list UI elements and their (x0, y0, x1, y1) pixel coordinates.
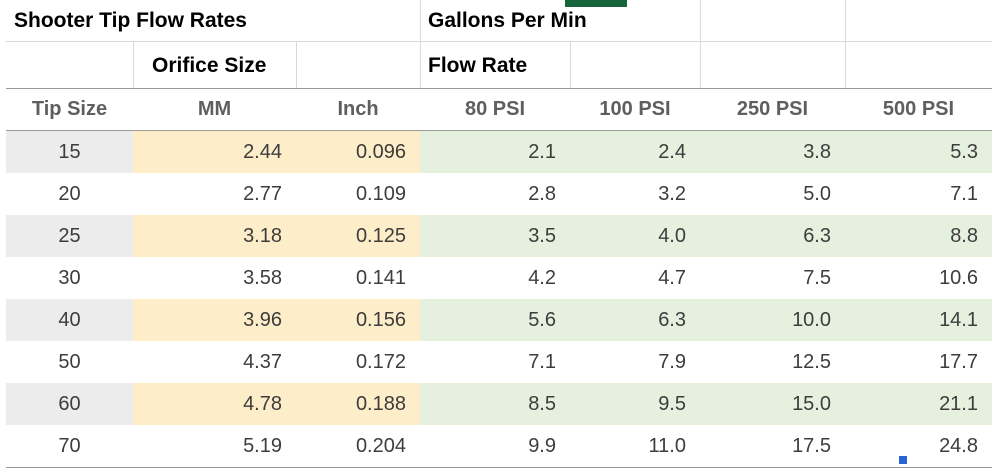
value-cell[interactable]: 7.5 (803, 267, 831, 289)
value-cell[interactable]: 2.77 (243, 183, 282, 205)
table-row: 50 4.37 0.172 7.1 7.9 12.5 17.7 (6, 341, 992, 383)
value-cell[interactable]: 4.78 (133, 383, 296, 425)
value-cell[interactable]: 3.58 (243, 267, 282, 289)
value-cell[interactable]: 21.1 (845, 383, 992, 425)
col-header-mm[interactable]: MM (197, 98, 232, 120)
value-cell[interactable]: 0.172 (355, 351, 406, 373)
value-cell[interactable]: 4.37 (243, 351, 282, 373)
value-cell[interactable]: 0.096 (296, 131, 420, 173)
col-header-100psi[interactable]: 100 PSI (599, 98, 671, 120)
value-cell[interactable]: 10.6 (939, 267, 978, 289)
value-cell[interactable]: 3.96 (133, 299, 296, 341)
gridline (6, 41, 992, 42)
value-cell[interactable]: 7.1 (528, 351, 556, 373)
value-cell[interactable]: 2.8 (528, 183, 556, 205)
gridline (296, 41, 297, 88)
value-cell[interactable]: 12.5 (792, 351, 831, 373)
gridline (570, 0, 571, 88)
value-cell[interactable]: 0.156 (296, 299, 420, 341)
tip-size-cell[interactable]: 50 (58, 351, 81, 373)
value-cell[interactable]: 11.0 (648, 435, 686, 457)
col-header-inch[interactable]: Inch (337, 98, 379, 120)
flow-rate-label[interactable]: Flow Rate (422, 43, 536, 88)
value-cell[interactable]: 2.1 (420, 131, 570, 173)
col-header-250psi[interactable]: 250 PSI (736, 98, 809, 120)
value-cell[interactable]: 0.141 (355, 267, 406, 289)
value-cell[interactable]: 7.1 (950, 183, 978, 205)
sheet-title[interactable]: Shooter Tip Flow Rates (8, 0, 255, 41)
table-row: 40 3.96 0.156 5.6 6.3 10.0 14.1 (6, 299, 992, 341)
table-body: 15 2.44 0.096 2.1 2.4 3.8 5.3 20 2.77 0.109 2.8 3.2… (6, 131, 992, 467)
orifice-size-label[interactable]: Orifice Size (146, 43, 275, 88)
value-cell[interactable]: 4.2 (528, 267, 556, 289)
gridline (700, 0, 701, 88)
value-cell[interactable]: 2.4 (570, 131, 700, 173)
value-cell[interactable]: 24.8 (939, 435, 978, 457)
value-cell[interactable]: 2.44 (133, 131, 296, 173)
table-row: 60 4.78 0.188 8.5 9.5 15.0 21.1 (6, 383, 992, 425)
col-header-80psi[interactable]: 80 PSI (464, 98, 526, 120)
tip-size-cell[interactable]: 40 (6, 299, 133, 341)
value-cell[interactable]: 15.0 (700, 383, 845, 425)
value-cell[interactable]: 4.7 (658, 267, 686, 289)
table-row: 15 2.44 0.096 2.1 2.4 3.8 5.3 (6, 131, 992, 173)
tip-size-cell[interactable]: 60 (6, 383, 133, 425)
value-cell[interactable]: 0.204 (355, 435, 406, 457)
value-cell[interactable]: 3.18 (133, 215, 296, 257)
gridline (420, 0, 421, 88)
col-header-500psi[interactable]: 500 PSI (882, 98, 955, 120)
table-row: 70 5.19 0.204 9.9 11.0 17.5 24.8 (6, 425, 992, 467)
tip-size-cell[interactable]: 20 (58, 183, 81, 205)
value-cell[interactable]: 8.8 (845, 215, 992, 257)
flow-rate-table: Tip Size MM Inch 80 PSI 100 PSI 250 PSI … (6, 88, 992, 468)
value-cell[interactable]: 5.3 (845, 131, 992, 173)
value-cell[interactable]: 17.5 (792, 435, 831, 457)
tip-size-cell[interactable]: 15 (6, 131, 133, 173)
tip-size-cell[interactable]: 30 (58, 267, 81, 289)
table-row: 30 3.58 0.141 4.2 4.7 7.5 10.6 (6, 257, 992, 299)
value-cell[interactable]: 10.0 (700, 299, 845, 341)
value-cell[interactable]: 0.125 (296, 215, 420, 257)
selected-cell-border (565, 0, 627, 7)
value-cell[interactable]: 0.188 (296, 383, 420, 425)
table-header-row: Tip Size MM Inch 80 PSI 100 PSI 250 PSI … (6, 88, 992, 131)
value-cell[interactable]: 6.3 (570, 299, 700, 341)
value-cell[interactable]: 5.19 (243, 435, 282, 457)
units-title[interactable]: Gallons Per Min (422, 0, 595, 41)
value-cell[interactable]: 17.7 (939, 351, 978, 373)
gridline (845, 0, 846, 88)
value-cell[interactable]: 4.0 (570, 215, 700, 257)
value-cell[interactable]: 9.9 (528, 435, 556, 457)
value-cell[interactable]: 5.0 (803, 183, 831, 205)
tip-size-cell[interactable]: 25 (6, 215, 133, 257)
table-row: 20 2.77 0.109 2.8 3.2 5.0 7.1 (6, 173, 992, 215)
value-cell[interactable]: 5.6 (420, 299, 570, 341)
table-row: 25 3.18 0.125 3.5 4.0 6.3 8.8 (6, 215, 992, 257)
value-cell[interactable]: 0.109 (355, 183, 406, 205)
value-cell[interactable]: 3.2 (658, 183, 686, 205)
value-cell[interactable]: 14.1 (845, 299, 992, 341)
value-cell[interactable]: 6.3 (700, 215, 845, 257)
value-cell[interactable]: 3.5 (420, 215, 570, 257)
value-cell[interactable]: 8.5 (420, 383, 570, 425)
value-cell[interactable]: 7.9 (658, 351, 686, 373)
fill-handle[interactable] (898, 455, 908, 465)
value-cell[interactable]: 3.8 (700, 131, 845, 173)
gridline (133, 41, 134, 88)
col-header-tip-size[interactable]: Tip Size (31, 98, 108, 120)
tip-size-cell[interactable]: 70 (58, 435, 81, 457)
value-cell[interactable]: 9.5 (570, 383, 700, 425)
